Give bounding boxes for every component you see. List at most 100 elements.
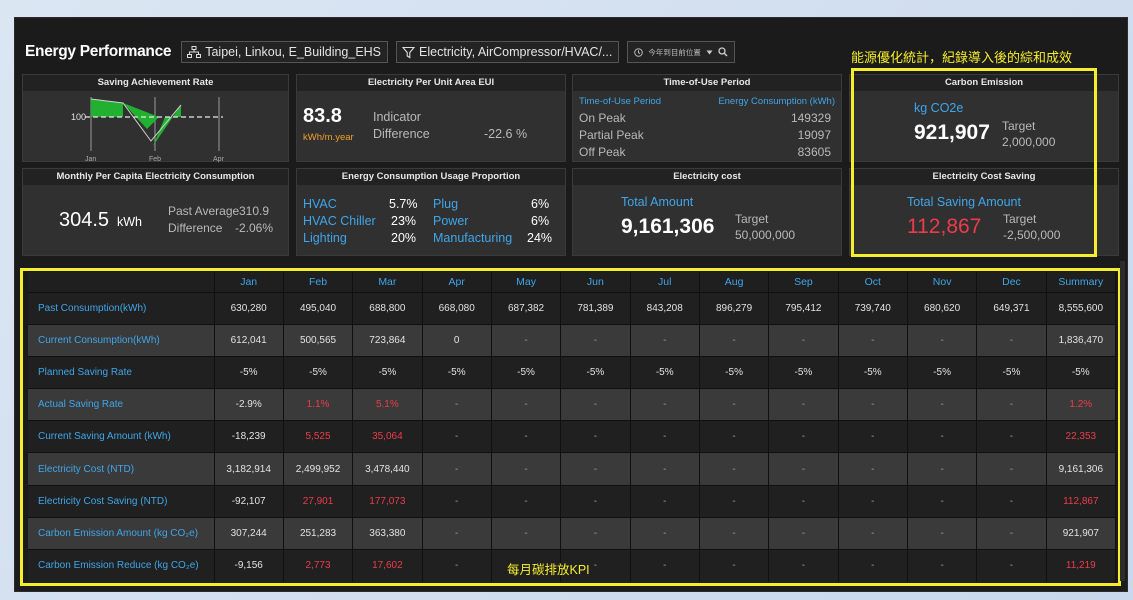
saving-target-value: -2,500,000 — [1003, 228, 1061, 242]
table-cell: - — [699, 420, 770, 453]
table-cell: - — [560, 484, 631, 518]
table-cell: - — [699, 548, 770, 582]
table-cell: - — [699, 323, 770, 357]
table-cell: - — [976, 323, 1047, 357]
table-cell: -5% — [768, 355, 839, 389]
table-cell: - — [491, 548, 562, 582]
table-cell: 1.1% — [283, 388, 354, 421]
table-cell: 2,499,952 — [283, 452, 354, 486]
column-header: Dec — [976, 272, 1047, 292]
table-cell: - — [838, 548, 908, 582]
table-cell: 495,040 — [283, 291, 354, 325]
usage-value: 5.7% — [389, 197, 418, 211]
table-cell: -5% — [907, 355, 978, 389]
x-tick-feb: Feb — [149, 156, 161, 163]
table-cell: 649,371 — [976, 291, 1047, 325]
table-cell: - — [560, 420, 631, 453]
scrollbar[interactable] — [1120, 261, 1125, 581]
table-cell: 795,412 — [768, 291, 839, 325]
table-header-row: Jan Feb Mar Apr May Jun Jul Aug Sep Oct Nov Dec Summ… — [28, 272, 1117, 292]
usage-label: Power — [433, 214, 469, 228]
table-cell: - — [491, 420, 562, 453]
per-capita-card: Monthly Per Capita Electricity Consumpti… — [22, 168, 289, 256]
cost-target-label: Target — [735, 212, 769, 226]
table-cell: 3,182,914 — [214, 452, 284, 486]
table-row: Planned Saving Rate -5% -5% -5% -5% -5% -5% -5%… — [28, 355, 1117, 389]
row-label: Current Consumption(kWh) — [28, 323, 215, 357]
per-capita-difference-value: -2.06% — [235, 221, 274, 235]
table-cell: 27,901 — [283, 484, 354, 518]
table-cell: - — [560, 452, 631, 486]
eui-difference-value: -22.6 % — [484, 127, 528, 141]
search-icon[interactable] — [718, 47, 728, 57]
table-cell: 1,836,470 — [1046, 323, 1117, 357]
table-cell: - — [907, 420, 978, 453]
period-selector[interactable]: 今年到目前位置 — [627, 41, 735, 63]
column-header: Aug — [699, 272, 770, 292]
cost-value: 9,161,306 — [621, 215, 715, 238]
carbon-target-value: 2,000,000 — [1002, 135, 1056, 149]
column-header: Apr — [422, 272, 492, 292]
card-title: Electricity cost — [573, 169, 841, 185]
column-header: Feb — [283, 272, 354, 292]
table-cell: - — [907, 484, 978, 518]
eui-card: Electricity Per Unit Area EUI 83.8 kWh/m… — [296, 74, 566, 162]
table-cell: 739,740 — [838, 291, 908, 325]
header-bar: Energy Performance Taipei, Linkou, E_Bui… — [25, 40, 735, 64]
saving-area-jan — [91, 99, 123, 117]
table-cell: 0 — [422, 323, 492, 357]
table-cell: - — [491, 388, 562, 421]
table-cell: 251,283 — [283, 516, 354, 550]
column-header: Jun — [560, 272, 631, 292]
table-cell: - — [630, 548, 700, 582]
table-cell: 612,041 — [214, 323, 284, 357]
table-cell: 5.1% — [352, 388, 423, 421]
table-cell: -5% — [422, 355, 492, 389]
table-cell: 688,800 — [352, 291, 423, 325]
table-cell: - — [907, 323, 978, 357]
electricity-cost-card: Electricity cost Total Amount 9,161,306 … — [572, 168, 842, 256]
table-cell: 177,073 — [352, 484, 423, 518]
table-cell: 8,555,600 — [1046, 291, 1117, 325]
table-cell: 3,478,440 — [352, 452, 423, 486]
table-cell: - — [630, 420, 700, 453]
table-cell: - — [768, 420, 839, 453]
usage-label: HVAC Chiller — [303, 214, 376, 228]
table-cell: 687,382 — [491, 291, 562, 325]
x-tick-apr: Apr — [213, 156, 225, 163]
table-cell: 363,380 — [352, 516, 423, 550]
table-cell: -5% — [491, 355, 562, 389]
table-cell: - — [768, 548, 839, 582]
saving-rate-card: Saving Achievement Rate 100 Jan Feb Apr — [22, 74, 289, 163]
table-cell: 22,353 — [1046, 420, 1117, 453]
card-title: Time-of-Use Period — [573, 75, 841, 91]
period-value: 今年到目前位置 — [648, 47, 701, 57]
per-capita-value: 304.5 — [59, 209, 110, 231]
saving-area-feb — [123, 103, 159, 129]
location-selector[interactable]: Taipei, Linkou, E_Building_EHS — [181, 41, 389, 63]
table-cell: - — [491, 484, 562, 518]
page-title: Energy Performance — [25, 43, 172, 60]
table-cell: -5% — [283, 355, 354, 389]
table-cell: - — [976, 452, 1047, 486]
tou-col-header-energy: Energy Consumption (kWh) — [718, 96, 835, 107]
caret-down-icon — [706, 50, 713, 55]
card-title: Energy Consumption Usage Proportion — [297, 169, 565, 185]
tou-card: Time-of-Use Period Time-of-Use Period En… — [572, 74, 842, 162]
tou-row-value: 83605 — [797, 145, 831, 159]
table-cell: 17,602 — [352, 548, 423, 582]
tou-col-header-period: Time-of-Use Period — [579, 96, 662, 107]
table-cell: -5% — [214, 355, 284, 389]
column-header-blank — [28, 272, 215, 292]
table-cell: - — [422, 484, 492, 518]
table-body: Past Consumption(kWh) 630,280 495,040 688,8… — [28, 291, 1117, 582]
table-cell: - — [560, 548, 631, 582]
eui-indicator-label: Indicator — [373, 110, 421, 124]
table-cell: 630,280 — [214, 291, 284, 325]
table-cell: -18,239 — [214, 420, 284, 453]
table-cell: - — [838, 452, 908, 486]
table-cell: - — [768, 388, 839, 421]
energy-filter[interactable]: Electricity, AirCompressor/HVAC/... — [396, 41, 620, 63]
table-cell: 11,219 — [1046, 548, 1117, 582]
usage-value: 20% — [391, 231, 417, 245]
